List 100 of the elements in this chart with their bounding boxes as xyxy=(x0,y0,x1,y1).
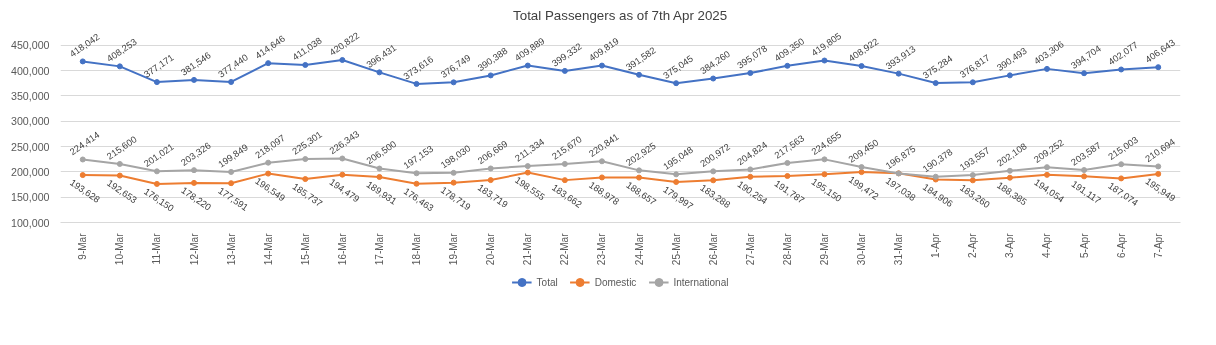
y-tick-label: 350,000 xyxy=(10,89,50,102)
x-tick-label: 25-Mar xyxy=(670,232,682,266)
point xyxy=(636,167,643,174)
point xyxy=(302,156,309,163)
x-tick-label: 4-Apr xyxy=(1041,232,1053,258)
x-tick-label: 14-Mar xyxy=(262,232,274,266)
point xyxy=(561,160,568,167)
point xyxy=(116,160,123,167)
point xyxy=(598,158,605,165)
y-tick-label: 250,000 xyxy=(10,140,50,153)
x-tick-label: 18-Mar xyxy=(411,232,423,266)
point xyxy=(673,171,680,178)
point xyxy=(858,169,865,176)
point xyxy=(858,63,865,70)
point xyxy=(1155,64,1162,71)
point xyxy=(450,179,457,186)
point xyxy=(784,173,791,180)
point xyxy=(1081,167,1088,174)
x-tick-label: 13-Mar xyxy=(225,232,237,266)
x-tick-label: 16-Mar xyxy=(336,232,348,266)
x-tick-label: 29-Mar xyxy=(818,232,830,266)
point xyxy=(784,62,791,69)
point xyxy=(450,79,457,86)
point xyxy=(79,58,86,65)
x-tick-label: 30-Mar xyxy=(856,232,868,266)
x-tick-label: 26-Mar xyxy=(707,232,719,266)
legend-label: International xyxy=(673,276,729,288)
point xyxy=(191,167,198,174)
point xyxy=(969,172,976,179)
point xyxy=(524,163,531,170)
point xyxy=(116,63,123,70)
point xyxy=(191,76,198,83)
point xyxy=(153,79,160,86)
point xyxy=(710,177,717,184)
point xyxy=(339,171,346,178)
point xyxy=(302,176,309,183)
x-tick-label: 12-Mar xyxy=(188,232,200,266)
x-tick-label: 5-Apr xyxy=(1078,232,1090,258)
point xyxy=(1155,163,1162,170)
point xyxy=(1118,161,1125,168)
point xyxy=(1043,171,1050,178)
point xyxy=(487,165,494,172)
point xyxy=(784,159,791,166)
x-tick-label: 31-Mar xyxy=(893,232,905,266)
point xyxy=(1006,72,1013,79)
x-tick-label: 24-Mar xyxy=(633,232,645,266)
point xyxy=(969,177,976,184)
point xyxy=(1006,174,1013,181)
point xyxy=(265,60,272,67)
x-tick-label: 10-Mar xyxy=(114,232,126,266)
point xyxy=(413,80,420,87)
x-tick-label: 28-Mar xyxy=(781,232,793,266)
point xyxy=(1081,70,1088,77)
point xyxy=(487,72,494,79)
x-tick-label: 15-Mar xyxy=(299,232,311,266)
point xyxy=(561,177,568,184)
point xyxy=(710,168,717,175)
point xyxy=(228,180,235,187)
point xyxy=(561,67,568,74)
point xyxy=(895,70,902,77)
point xyxy=(376,69,383,76)
x-tick-label: 20-Mar xyxy=(485,232,497,266)
point xyxy=(153,180,160,187)
point xyxy=(932,80,939,87)
point xyxy=(302,61,309,68)
point xyxy=(413,170,420,177)
point xyxy=(487,177,494,184)
y-tick-label: 400,000 xyxy=(10,64,50,77)
point xyxy=(228,168,235,175)
x-tick-label: 23-Mar xyxy=(596,232,608,266)
point xyxy=(413,180,420,187)
point xyxy=(598,174,605,181)
point xyxy=(1043,65,1050,72)
point xyxy=(673,80,680,87)
legend-label: Domestic xyxy=(594,276,637,288)
point xyxy=(450,169,457,176)
point xyxy=(79,172,86,179)
point xyxy=(747,166,754,173)
y-tick-label: 300,000 xyxy=(10,115,50,128)
x-tick-label: 6-Apr xyxy=(1115,232,1127,258)
x-tick-label: 21-Mar xyxy=(522,232,534,266)
point xyxy=(1118,175,1125,182)
point xyxy=(1006,167,1013,174)
point xyxy=(821,171,828,178)
x-tick-label: 7-Apr xyxy=(1152,232,1164,258)
point xyxy=(598,62,605,69)
x-tick-label: 17-Mar xyxy=(373,232,385,266)
point xyxy=(636,71,643,78)
x-tick-label: 3-Apr xyxy=(1004,232,1016,258)
point xyxy=(339,155,346,162)
x-tick-label: 9-Mar xyxy=(77,232,89,260)
point xyxy=(858,164,865,171)
point xyxy=(821,156,828,163)
point xyxy=(376,173,383,180)
x-tick-label: 11-Mar xyxy=(151,232,163,265)
point xyxy=(747,70,754,77)
point xyxy=(116,172,123,179)
point xyxy=(376,165,383,172)
point xyxy=(265,159,272,166)
point xyxy=(1155,170,1162,177)
